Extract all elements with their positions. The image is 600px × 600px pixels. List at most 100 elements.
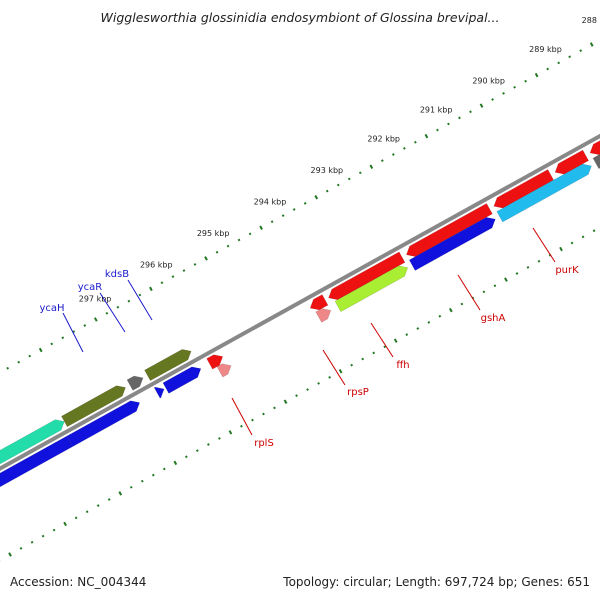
outer-tick (392, 153, 395, 156)
gene-arrow (61, 385, 126, 428)
outer-tick (116, 305, 120, 309)
gene-label-kdsB: kdsB (105, 269, 129, 280)
outer-tick (50, 342, 54, 346)
inner-tick (350, 363, 354, 367)
outer-tick (6, 366, 10, 370)
inner-tick (427, 321, 431, 324)
outer-tick (171, 275, 175, 279)
inner-tick (559, 246, 563, 252)
outer-tick (502, 92, 505, 95)
outer-tick (182, 269, 186, 272)
gene-leader-line (62, 312, 84, 353)
outer-tick (314, 195, 319, 200)
inner-tick (85, 510, 89, 514)
outer-tick (149, 286, 153, 292)
inner-tick (107, 498, 111, 501)
outer-tick (93, 317, 98, 322)
inner-tick (372, 351, 376, 355)
outer-tick (259, 225, 263, 231)
gene-label-ycaR: ycaR (78, 282, 103, 293)
inner-tick (581, 235, 585, 239)
inner-tick (460, 302, 464, 306)
outer-tick (589, 42, 594, 47)
inner-tick (592, 229, 596, 233)
inner-tick (140, 479, 144, 483)
gene-label-rplS: rplS (254, 438, 274, 449)
outer-tick (248, 232, 252, 236)
outer-tick (403, 147, 406, 150)
kbp-label: 294 kbp (254, 198, 287, 207)
kbp-label: 289 kbp (529, 45, 562, 54)
gene-arrow (309, 294, 329, 311)
map-title: Wigglesworthia glossinidia endosymbiont … (100, 10, 500, 25)
outer-tick (568, 55, 572, 59)
outer-tick (127, 299, 131, 303)
inner-tick (19, 547, 23, 550)
inner-tick (228, 430, 233, 435)
gene-arrow (405, 203, 493, 257)
gene-arrow (66, 400, 141, 448)
gene-arrow (126, 375, 144, 391)
outer-tick (579, 49, 583, 53)
gene-label-ffh: ffh (396, 360, 409, 371)
gene-arrow (493, 169, 555, 209)
inner-tick (196, 449, 199, 453)
inner-tick (306, 388, 309, 391)
gene-leader-line (99, 292, 126, 333)
inner-tick (151, 473, 155, 477)
outer-tick (513, 85, 516, 89)
gene-leader-line (322, 349, 346, 386)
kbp-labels: 288 kbp 289 kbp 290 kbp 291 kbp 292 kbp 293 k… (79, 16, 600, 304)
gene-arrow (206, 354, 224, 370)
inner-tick (63, 521, 67, 527)
outer-tick (193, 263, 197, 266)
kbp-label: 290 kbp (472, 76, 505, 85)
outer-tick (303, 202, 307, 205)
outer-tick (534, 72, 539, 78)
outer-tick (369, 164, 374, 169)
inner-tick (184, 455, 188, 459)
backbone-line (0, 133, 600, 471)
inner-tick (438, 314, 442, 318)
kbp-label: 292 kbp (367, 135, 400, 144)
outer-tick (414, 140, 417, 144)
outer-tick (160, 281, 164, 285)
inner-tick (162, 467, 166, 471)
gene-leader-line (231, 397, 253, 436)
inner-tick (173, 460, 178, 466)
outer-tick (28, 354, 32, 358)
outer-tick (546, 67, 550, 71)
outer-tick (458, 116, 461, 120)
gene-arrow (554, 149, 590, 175)
gene-leader-line (370, 322, 394, 358)
outer-tick (226, 244, 230, 248)
inner-tick (262, 412, 265, 416)
outer-tick (358, 171, 362, 175)
outer-tick (524, 79, 527, 83)
outer-tick (204, 256, 208, 261)
inner-tick (515, 272, 519, 275)
outer-tick (292, 208, 296, 211)
inner-tick-ring (0, 229, 596, 562)
outer-tick (270, 220, 274, 224)
inner-tick (41, 534, 45, 538)
gene-arrow (334, 265, 409, 313)
outer-tick (436, 128, 439, 132)
outer-tick (138, 293, 142, 297)
gene-leader-line (457, 274, 481, 311)
inner-tick (328, 375, 331, 379)
outer-tick (17, 360, 21, 364)
gene-arrow (162, 366, 202, 394)
kbp-label: 291 kbp (420, 105, 453, 114)
inner-tick (295, 394, 298, 398)
gene-leader-line (532, 227, 556, 263)
outer-tick (237, 238, 241, 242)
outer-tick (83, 324, 87, 327)
outer-tick (72, 330, 76, 334)
backbone (0, 133, 600, 471)
inner-tick (393, 338, 398, 343)
inner-tick (570, 241, 574, 245)
inner-tick (283, 399, 288, 405)
gene-label-gshA: gshA (481, 313, 506, 324)
